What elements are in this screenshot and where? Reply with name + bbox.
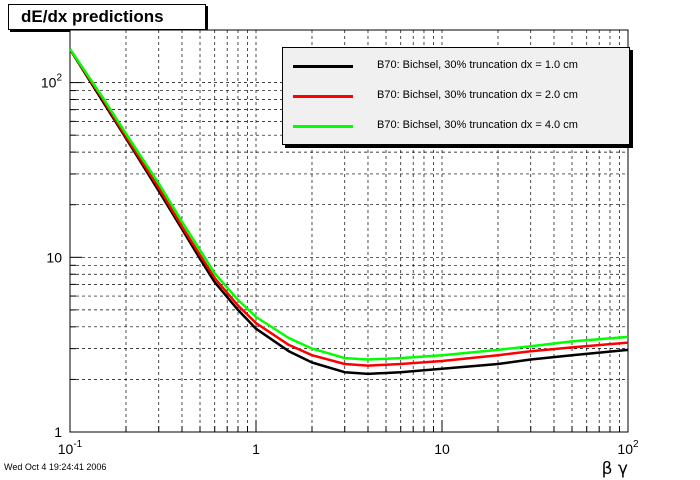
y-tick-label: 1 <box>54 424 62 440</box>
legend-label: B70: Bichsel, 30% truncation dx = 2.0 cm <box>377 89 578 101</box>
legend-swatch <box>293 125 353 128</box>
series-line <box>68 48 629 361</box>
legend-swatch <box>293 95 353 98</box>
x-tick-label: 10-1 <box>58 439 83 457</box>
y-tick-label: 102 <box>41 73 63 91</box>
timestamp: Wed Oct 4 19:24:41 2006 <box>4 462 107 472</box>
legend-entry: B70: Bichsel, 30% truncation dx = 1.0 cm <box>293 58 623 74</box>
legend-label: B70: Bichsel, 30% truncation dx = 4.0 cm <box>377 119 578 131</box>
legend-entry: B70: Bichsel, 30% truncation dx = 4.0 cm <box>293 118 623 134</box>
series-line <box>68 48 629 367</box>
series-line <box>68 48 629 376</box>
y-tick-label: 10 <box>46 249 62 265</box>
x-tick-label: 102 <box>617 439 639 457</box>
x-tick-label: 1 <box>252 441 260 457</box>
legend-label: B70: Bichsel, 30% truncation dx = 1.0 cm <box>377 59 578 71</box>
legend-swatch <box>293 65 353 68</box>
legend: B70: Bichsel, 30% truncation dx = 1.0 cm… <box>282 47 630 145</box>
chart-title-box: dE/dx predictions <box>8 4 206 30</box>
x-axis-label: β γ <box>602 459 628 479</box>
x-tick-label: 10 <box>434 441 450 457</box>
legend-entry: B70: Bichsel, 30% truncation dx = 2.0 cm <box>293 88 623 104</box>
plot-frame <box>69 29 629 433</box>
chart-title: dE/dx predictions <box>21 7 164 26</box>
